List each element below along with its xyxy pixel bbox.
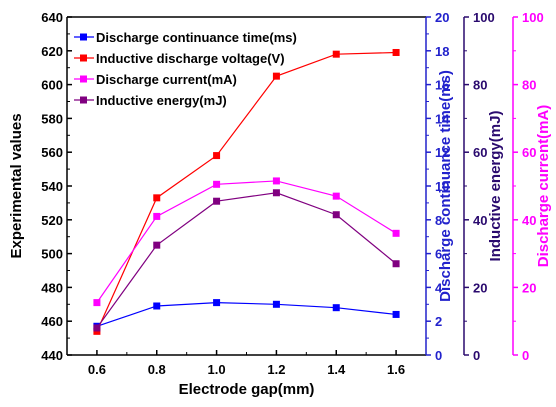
data-point <box>272 300 280 308</box>
right1-tick-label: 20 <box>435 10 449 25</box>
right2-tick-label: 100 <box>473 10 495 25</box>
data-point <box>392 310 400 318</box>
y-left-tick-label: 520 <box>41 213 63 228</box>
y-left-tick-label: 440 <box>41 348 63 363</box>
data-point <box>272 177 280 185</box>
data-point <box>272 189 280 197</box>
right2-axis-title: Inductive energy(mJ) <box>487 111 504 262</box>
data-point <box>392 229 400 237</box>
right1-tick-label: 6 <box>435 247 442 262</box>
series-line <box>96 302 397 327</box>
y-left-tick-label: 620 <box>41 44 63 59</box>
data-point <box>213 180 221 188</box>
x-axis-title: Electrode gap(mm) <box>179 381 315 398</box>
right1-tick-label: 4 <box>435 280 443 295</box>
x-tick-label: 1.4 <box>327 362 346 377</box>
right3-tick-label: 40 <box>522 213 536 228</box>
right2-tick-label: 0 <box>473 348 480 363</box>
data-point <box>93 299 101 307</box>
series-line <box>96 192 397 329</box>
y-left-tick-label: 640 <box>41 10 63 25</box>
data-point <box>153 194 161 202</box>
y-left-axis-title: Experimental values <box>8 113 25 258</box>
x-tick-label: 1.2 <box>267 362 285 377</box>
right1-axis-title: Discharge continuance time(ms) <box>437 70 454 302</box>
legend-label: Discharge current(mA) <box>96 72 237 87</box>
data-point <box>272 72 280 80</box>
right3-tick-label: 20 <box>522 280 536 295</box>
right3-tick-label: 0 <box>522 348 529 363</box>
x-tick-label: 1.0 <box>208 362 226 377</box>
right1-tick-label: 18 <box>435 44 449 59</box>
legend-label: Inductive discharge voltage(V) <box>96 51 285 66</box>
series-line <box>96 180 397 303</box>
data-point <box>93 324 101 332</box>
y-left-tick-label: 540 <box>41 179 63 194</box>
y-left-tick-label: 460 <box>41 314 63 329</box>
right1-tick-label: 0 <box>435 348 442 363</box>
legend-marker <box>80 75 87 83</box>
data-point <box>153 302 161 310</box>
right1-tick-label: 16 <box>435 78 449 93</box>
data-point <box>213 152 221 160</box>
right2-tick-label: 60 <box>473 145 487 160</box>
data-point <box>332 50 340 58</box>
x-tick-label: 0.6 <box>88 362 106 377</box>
data-point <box>332 304 340 312</box>
right1-tick-label: 2 <box>435 314 442 329</box>
right3-tick-label: 80 <box>522 78 536 93</box>
y-left-tick-label: 560 <box>41 145 63 160</box>
legend-label: Inductive energy(mJ) <box>96 93 227 108</box>
series-line <box>96 51 397 332</box>
data-point <box>332 211 340 219</box>
legend-marker <box>80 33 87 41</box>
data-point <box>153 241 161 249</box>
right2-tick-label: 20 <box>473 280 487 295</box>
y-left-tick-label: 500 <box>41 247 63 262</box>
data-point <box>213 299 221 307</box>
right1-tick-label: 14 <box>435 111 450 126</box>
right1-tick-label: 8 <box>435 213 442 228</box>
data-point <box>213 197 221 205</box>
right3-tick-label: 100 <box>522 10 544 25</box>
y-left-tick-label: 600 <box>41 78 63 93</box>
legend-marker <box>80 54 87 62</box>
x-tick-label: 1.6 <box>387 362 405 377</box>
y-left-tick-label: 480 <box>41 280 63 295</box>
right3-axis-title: Discharge current(mA) <box>535 105 552 268</box>
legend-label: Discharge continuance time(ms) <box>96 30 297 45</box>
right2-tick-label: 80 <box>473 78 487 93</box>
right1-tick-label: 12 <box>435 145 449 160</box>
right1-tick-label: 10 <box>435 179 449 194</box>
data-point <box>392 260 400 268</box>
x-tick-label: 0.8 <box>148 362 166 377</box>
right3-tick-label: 60 <box>522 145 536 160</box>
data-point <box>332 192 340 200</box>
y-left-tick-label: 580 <box>41 111 63 126</box>
data-point <box>153 212 161 220</box>
legend-marker <box>80 96 87 104</box>
right2-tick-label: 40 <box>473 213 487 228</box>
data-point <box>392 48 400 56</box>
